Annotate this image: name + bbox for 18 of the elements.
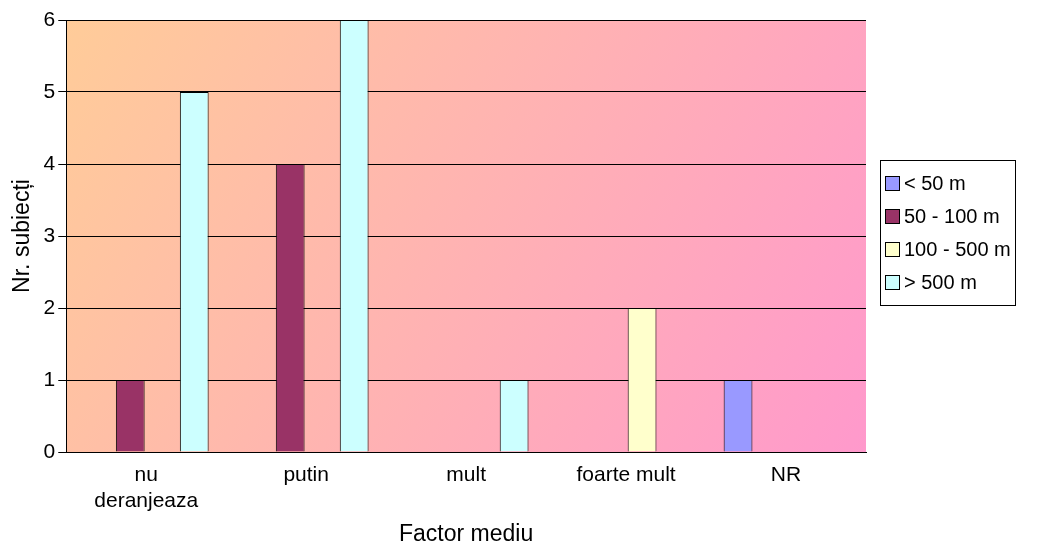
x-tick-label: foarte mult bbox=[576, 462, 676, 486]
y-tick-label: 3 bbox=[43, 222, 56, 246]
x-tick-label: nu deranjeaza bbox=[94, 462, 199, 511]
x-tick-label: mult bbox=[446, 462, 487, 486]
legend-label: < 50 m bbox=[904, 172, 966, 195]
y-tick-label: 0 bbox=[43, 438, 56, 462]
y-tick-label: 6 bbox=[43, 6, 56, 30]
x-tick-label: NR bbox=[770, 462, 802, 486]
y-tick-label: 1 bbox=[43, 366, 56, 390]
x-tick-label: putin bbox=[283, 462, 329, 486]
y-tick-label: 2 bbox=[43, 294, 56, 318]
legend-label: 50 - 100 m bbox=[904, 205, 1000, 228]
y-tick-label: 4 bbox=[43, 150, 56, 174]
legend-label: 100 - 500 m bbox=[904, 238, 1011, 261]
y-axis-title: Nr. subiecți bbox=[8, 179, 35, 293]
text: > 500 m bbox=[904, 271, 977, 294]
y-tick-label: 5 bbox=[43, 78, 56, 102]
x-axis-title: Factor mediu bbox=[399, 519, 534, 546]
